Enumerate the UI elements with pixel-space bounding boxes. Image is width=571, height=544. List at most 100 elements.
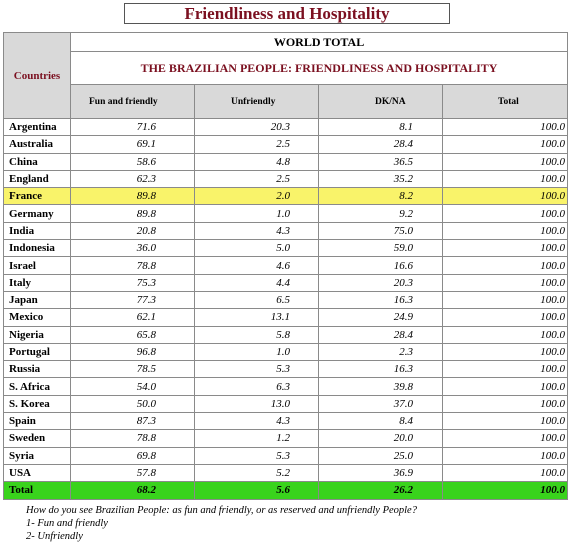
answer-option-2: 2- Unfriendly [26, 531, 83, 542]
dk-na-value: 35.2 [318, 169, 443, 189]
table-row: Australia 69.1 2.5 28.4 100.0 [3, 135, 569, 154]
country-name: England [3, 169, 71, 189]
column-header-unfriendly: Unfriendly [194, 84, 319, 119]
fun-and-friendly-value: 78.5 [70, 360, 195, 379]
country-name: China [3, 152, 71, 171]
table-row: Indonesia 36.0 5.0 59.0 100.0 [3, 239, 569, 258]
dk-na-value: 16.6 [318, 256, 443, 275]
total-value: 100.0 [441, 290, 569, 310]
table-row: Mexico 62.1 13.1 24.9 100.0 [3, 308, 569, 327]
table-row: S. Africa 54.0 6.3 39.8 100.0 [3, 377, 569, 396]
table-row: Nigeria 65.8 5.8 28.4 100.0 [3, 325, 569, 344]
fun-and-friendly-value: 54.0 [70, 377, 195, 396]
fun-and-friendly-value: 69.8 [70, 446, 195, 465]
fun-and-friendly-value: 78.8 [70, 429, 195, 448]
dk-na-value: 2.3 [318, 342, 443, 362]
table-row: Spain 87.3 4.3 8.4 100.0 [3, 412, 569, 431]
fun-and-friendly-value: 75.3 [70, 273, 195, 292]
unfriendly-value: 13.1 [194, 308, 319, 327]
table-row: Germany 89.8 1.0 9.2 100.0 [3, 204, 569, 223]
country-name: USA [3, 463, 71, 483]
unfriendly-value: 5.2 [194, 463, 319, 483]
column-header-total: Total [441, 84, 569, 119]
table-row: Japan 77.3 6.5 16.3 100.0 [3, 290, 569, 310]
table-row: Israel 78.8 4.6 16.6 100.0 [3, 256, 569, 275]
column-header-dk-na: DK/NA [318, 84, 443, 119]
total-value: 100.0 [441, 377, 569, 396]
total-row: Total 68.2 5.6 26.2 100.0 [3, 481, 569, 500]
country-name: Germany [3, 204, 71, 223]
fun-and-friendly-value: 89.8 [70, 187, 195, 206]
table-row: Russia 78.5 5.3 16.3 100.0 [3, 360, 569, 379]
dk-na-value: 37.0 [318, 394, 443, 414]
country-name: Japan [3, 290, 71, 310]
table-row: Argentina 71.6 20.3 8.1 100.0 [3, 117, 569, 137]
total-value: 100.0 [441, 152, 569, 171]
unfriendly-value: 13.0 [194, 394, 319, 414]
dk-na-value: 25.0 [318, 446, 443, 465]
dk-na-value: 36.9 [318, 463, 443, 483]
total-value: 100.0 [441, 446, 569, 465]
answer-option-1: 1- Fun and friendly [26, 518, 108, 529]
table-row: S. Korea 50.0 13.0 37.0 100.0 [3, 394, 569, 414]
total-value: 100.0 [441, 325, 569, 344]
country-name: France [3, 187, 71, 206]
unfriendly-value: 20.3 [194, 117, 319, 137]
footer-note: How do you see Brazilian People: as fun … [26, 504, 417, 543]
fun-and-friendly-value: 58.6 [70, 152, 195, 171]
fun-and-friendly-value: 78.8 [70, 256, 195, 275]
country-name: Indonesia [3, 239, 71, 258]
unfriendly-value: 4.6 [194, 256, 319, 275]
dk-na-value: 28.4 [318, 325, 443, 344]
country-name: Israel [3, 256, 71, 275]
unfriendly-value: 1.0 [194, 342, 319, 362]
unfriendly-value: 2.0 [194, 187, 319, 206]
country-name: Spain [3, 412, 71, 431]
fun-and-friendly-value: 89.8 [70, 204, 195, 223]
total-value: 100.0 [441, 308, 569, 327]
results-table: Countries WORLD TOTAL THE BRAZILIAN PEOP… [3, 32, 569, 500]
fun-and-friendly-value: 96.8 [70, 342, 195, 362]
unfriendly-value: 6.3 [194, 377, 319, 396]
total-value: 100.0 [441, 412, 569, 431]
dk-na-value: 39.8 [318, 377, 443, 396]
table-row: England 62.3 2.5 35.2 100.0 [3, 169, 569, 189]
fun-and-friendly-value: 62.3 [70, 169, 195, 189]
unfriendly-value: 5.3 [194, 446, 319, 465]
unfriendly-value: 4.3 [194, 412, 319, 431]
country-name: Portugal [3, 342, 71, 362]
dk-na-value: 36.5 [318, 152, 443, 171]
fun-and-friendly-value: 62.1 [70, 308, 195, 327]
dk-na-value: 8.4 [318, 412, 443, 431]
dk-na-value: 75.0 [318, 221, 443, 241]
fun-and-friendly-value: 57.8 [70, 463, 195, 483]
total-value: 100.0 [441, 429, 569, 448]
total-value: 100.0 [441, 342, 569, 362]
unfriendly-value: 2.5 [194, 135, 319, 154]
fun-and-friendly-value: 65.8 [70, 325, 195, 344]
table-row: USA 57.8 5.2 36.9 100.0 [3, 463, 569, 483]
table-row: Syria 69.8 5.3 25.0 100.0 [3, 446, 569, 465]
country-name: Australia [3, 135, 71, 154]
country-name: S. Korea [3, 394, 71, 414]
table-row: Portugal 96.8 1.0 2.3 100.0 [3, 342, 569, 362]
unfriendly-value: 5.0 [194, 239, 319, 258]
dk-na-value: 8.1 [318, 117, 443, 137]
total-value: 100.0 [441, 117, 569, 137]
unfriendly-value: 5.3 [194, 360, 319, 379]
country-name: Syria [3, 446, 71, 465]
dk-na-value: 20.3 [318, 273, 443, 292]
unfriendly-value: 1.0 [194, 204, 319, 223]
page-title: Friendliness and Hospitality [124, 3, 450, 24]
total-value: 100.0 [441, 394, 569, 414]
unfriendly-value: 6.5 [194, 290, 319, 310]
fun-and-friendly-value: 20.8 [70, 221, 195, 241]
fun-and-friendly-value: 69.1 [70, 135, 195, 154]
fun-and-friendly-value: 71.6 [70, 117, 195, 137]
fun-and-friendly-value: 36.0 [70, 239, 195, 258]
table-row: France 89.8 2.0 8.2 100.0 [3, 187, 569, 206]
country-name: Russia [3, 360, 71, 379]
unfriendly-value: 4.4 [194, 273, 319, 292]
unfriendly-value: 2.5 [194, 169, 319, 189]
dk-na-value: 16.3 [318, 360, 443, 379]
